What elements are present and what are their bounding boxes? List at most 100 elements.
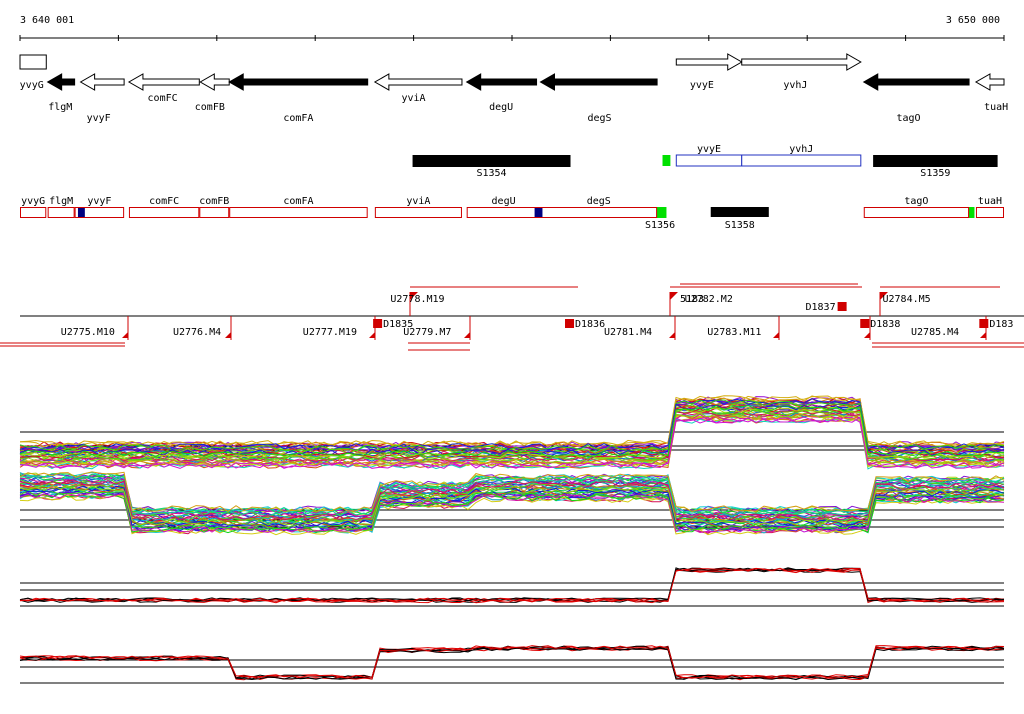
profile-line [19, 567, 1005, 602]
profile-line [19, 492, 1005, 534]
gene-label-degU: degU [489, 102, 513, 113]
breakpoint-label: D1836 [575, 319, 605, 330]
gene-arrow-comFC [127, 73, 200, 91]
cds-box-degU [466, 207, 541, 218]
profile-line [19, 395, 1005, 448]
cds-label-degS: degS [587, 196, 611, 207]
gene-label-yvhJ: yvhJ [783, 80, 807, 91]
segment-flag [122, 332, 128, 338]
blue-mark [534, 208, 543, 217]
gene-label-flgM: flgM [48, 102, 72, 113]
cds-label-comFC: comFC [149, 196, 179, 207]
profile-line [19, 485, 1005, 527]
profile-panel [19, 471, 1005, 536]
profile-line [19, 646, 1005, 680]
breakpoint-label: D1835 [383, 319, 413, 330]
blue-mark [77, 208, 85, 217]
transcript-unit [675, 154, 743, 167]
breakpoint-label: D1837 [805, 302, 835, 313]
segment-flag [225, 332, 231, 338]
cds-track: yvyG flgM yvyF comFC comFB comFA yviA degU degS t… [20, 196, 1004, 231]
cds-box-degS [540, 207, 658, 218]
operon-label-S1354: S1354 [476, 168, 506, 179]
cds-box-yviA [374, 207, 462, 218]
breakpoint-label: D1838 [870, 319, 900, 330]
profile-line [19, 413, 1005, 466]
gene-arrow-yviA [373, 73, 463, 91]
segment-flag [464, 332, 470, 338]
segment-label: U2784.M5 [882, 294, 930, 305]
gene-track: yvyG flgM yvyF comFC comFB comFA yviA degU degS y… [19, 53, 1008, 124]
cds-label-flgM: flgM [49, 196, 73, 207]
green-mark [653, 207, 667, 218]
gene-arrow-comFB [199, 73, 230, 91]
profile-line [19, 567, 1005, 602]
operon-block-S1359 [873, 155, 998, 167]
profile-line [19, 645, 1005, 679]
gene-label-comFA: comFA [283, 113, 313, 124]
profile-line [19, 479, 1005, 520]
segment-flag [773, 332, 779, 338]
segment-flag [980, 332, 986, 338]
operon-track: S1354 S1359 yvyE yvhJ S1356 [412, 144, 998, 231]
green-mark [965, 207, 975, 218]
segment-label: U2775.M10 [61, 327, 115, 338]
breakpoint-marker [837, 302, 847, 311]
gene-label-yvyE: yvyE [690, 80, 714, 91]
segment-flag [669, 332, 675, 338]
profile-line [19, 398, 1005, 451]
gene-label-yviA: yviA [401, 93, 425, 104]
gene-arrow-degU [465, 73, 538, 91]
cds-label-yvyG: yvyG [21, 196, 45, 207]
segment-overlap-label: 5183 [680, 294, 704, 305]
operon-label-S1359: S1359 [920, 168, 950, 179]
cds-label-tagO: tagO [904, 196, 928, 207]
segment-flag [410, 292, 418, 300]
cds-label-yviA: yviA [406, 196, 430, 207]
gene-label-degS: degS [587, 113, 611, 124]
profile-line [19, 399, 1005, 452]
gene-arrow-tuaH [974, 73, 1005, 91]
segment-label: U2785.M4 [911, 327, 959, 338]
profile-line [19, 567, 1005, 602]
gene-arrow-yvyG [19, 54, 47, 70]
gene-label-comFC: comFC [148, 93, 178, 104]
gene-label-yvyG: yvyG [20, 80, 44, 91]
profile-line [19, 471, 1005, 513]
profile-line [19, 475, 1005, 517]
profile-line [19, 490, 1005, 531]
cds-box-comFB [199, 207, 230, 218]
operon-block-S1358 [710, 207, 769, 217]
gene-arrow-degS [539, 73, 658, 91]
cds-box-comFC [128, 207, 200, 218]
breakpoint-marker [860, 319, 870, 328]
profile-line [19, 647, 1005, 681]
segment-flag [670, 292, 678, 300]
gene-arrow-yvyE [675, 53, 743, 71]
profile-line [19, 398, 1005, 451]
cds-label-comFB: comFB [199, 196, 229, 207]
gene-arrow-yvyF [79, 73, 125, 91]
segment-flag [864, 332, 870, 338]
breakpoint-marker [565, 319, 575, 328]
cds-label-comFA: comFA [283, 196, 313, 207]
gene-arrow-comFA [228, 73, 369, 91]
profile-line [19, 494, 1005, 536]
profile-line [19, 645, 1005, 678]
cds-box-yvyF [74, 207, 125, 218]
profile-line [19, 412, 1005, 465]
segment-flag [369, 332, 375, 338]
green-mark-label: S1356 [645, 220, 675, 231]
cds-label-yvyF: yvyF [87, 196, 111, 207]
segment-label: U2776.M4 [173, 327, 221, 338]
cds-box-flgM [47, 207, 75, 218]
profile-line [19, 406, 1005, 459]
profile-line [19, 405, 1005, 458]
profile-line [19, 399, 1005, 452]
segment-label: U2779.M7 [403, 327, 451, 338]
segment-label: U2783.M11 [707, 327, 761, 338]
ruler-ticks [19, 35, 1005, 41]
gene-label-tuaH: tuaH [984, 102, 1008, 113]
ruler-start-label: 3 640 001 [20, 15, 74, 26]
green-mark [662, 155, 671, 166]
